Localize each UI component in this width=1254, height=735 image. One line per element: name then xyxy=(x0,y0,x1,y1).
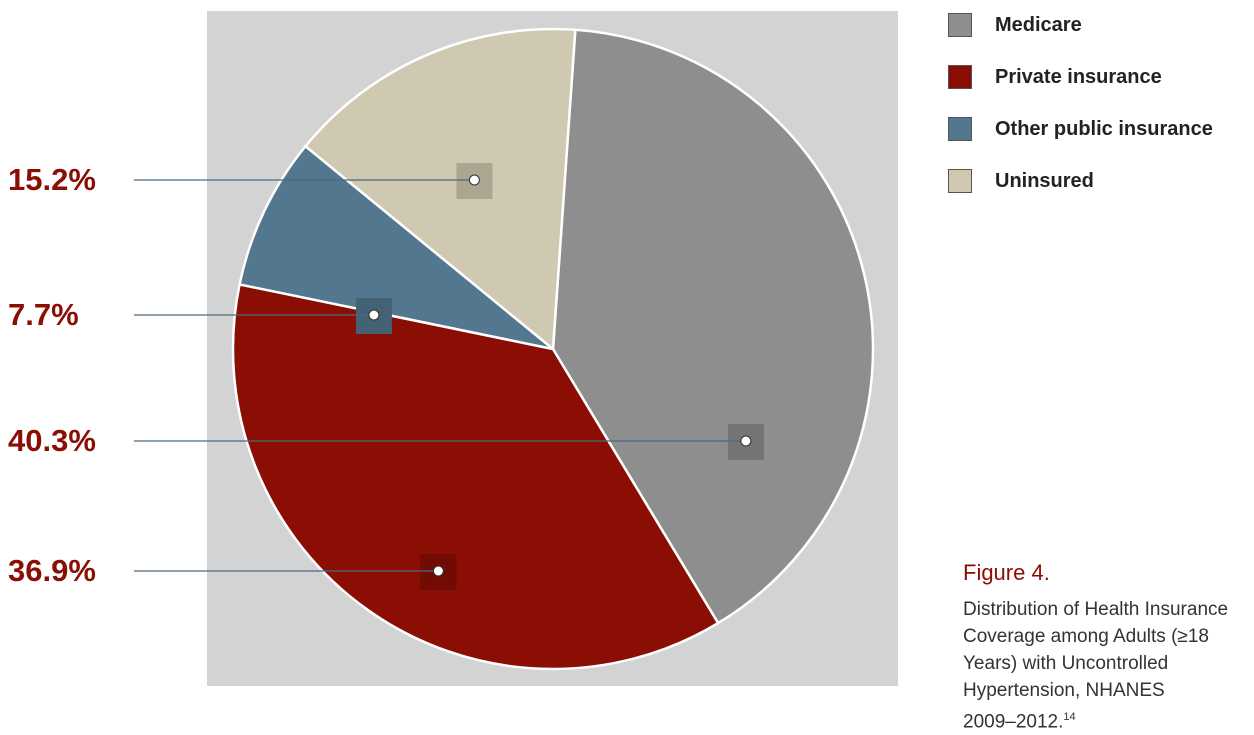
footnote-ref: 14 xyxy=(1063,711,1076,723)
data-label: 40.3% xyxy=(8,423,96,458)
data-label: 36.9% xyxy=(8,553,96,588)
figure-number: Figure 4. xyxy=(963,560,1050,585)
legend-label: Medicare xyxy=(995,13,1082,36)
legend-swatch xyxy=(948,169,972,193)
marker-dot xyxy=(432,565,444,577)
data-label: 7.7% xyxy=(8,297,79,332)
legend-swatch xyxy=(948,65,972,89)
marker-dot xyxy=(468,174,480,186)
marker-dot xyxy=(740,435,752,447)
figure-title-line: 2009–2012. xyxy=(963,711,1064,733)
pie-slice-medicare xyxy=(551,28,875,625)
pie-slice-uninsured xyxy=(303,27,577,352)
data-label: 15.2% xyxy=(8,162,96,197)
legend-item: Private insurance xyxy=(948,64,1213,90)
marker-dot xyxy=(368,309,380,321)
figure-title-line: Distribution of Health Insurance xyxy=(963,599,1229,620)
legend-swatch xyxy=(948,117,972,141)
figure-caption: Figure 4. Distribution of Health Insuran… xyxy=(963,560,1254,735)
legend-label: Other public insurance xyxy=(995,117,1213,140)
legend-label: Private insurance xyxy=(995,65,1162,88)
figure-title-line: Coverage among Adults (≥18 xyxy=(963,626,1209,647)
legend-swatch xyxy=(948,13,972,37)
pie-slice-other-public-insurance xyxy=(238,144,554,351)
legend-label: Uninsured xyxy=(995,169,1094,192)
figure-title: Distribution of Health Insurance Coverag… xyxy=(963,596,1254,735)
figure-title-line: Hypertension, NHANES xyxy=(963,680,1165,701)
legend-item: Medicare xyxy=(948,12,1213,38)
legend: Medicare Private insurance Other public in… xyxy=(948,12,1213,220)
pie-chart xyxy=(134,27,875,671)
figure-title-line: Years) with Uncontrolled xyxy=(963,653,1169,674)
legend-item: Uninsured xyxy=(948,168,1213,194)
legend-item: Other public insurance xyxy=(948,116,1213,142)
pie-slice-private-insurance xyxy=(231,282,720,671)
